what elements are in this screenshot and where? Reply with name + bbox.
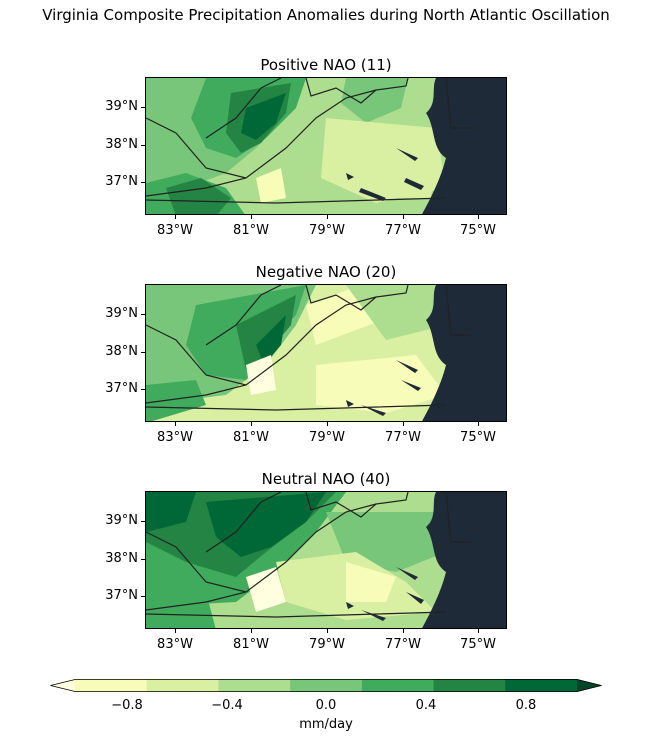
colorbar-tick-label: 0.4 <box>415 698 437 713</box>
panel-title-negative: Negative NAO (20) <box>255 263 397 281</box>
panel-title-positive: Positive NAO (11) <box>260 56 392 74</box>
map-positive-nao <box>145 77 507 215</box>
lat-label: 38°N <box>105 137 138 152</box>
lon-label: 77°W <box>385 637 421 652</box>
colorbar-label: mm/day <box>299 717 353 732</box>
colorbar-tick-label: −0.8 <box>111 698 143 713</box>
colorbar-extend-low <box>50 679 75 692</box>
map-negative-nao <box>145 284 507 422</box>
lon-label: 75°W <box>460 637 496 652</box>
colorbar-segment <box>290 679 363 692</box>
lon-label: 83°W <box>157 223 193 238</box>
lat-label: 38°N <box>105 344 138 359</box>
colorbar-segment <box>361 679 435 692</box>
colorbar <box>50 679 602 692</box>
lat-label: 38°N <box>105 551 138 566</box>
lon-label: 81°W <box>233 430 269 445</box>
colorbar-segment <box>505 679 578 692</box>
lat-label: 37°N <box>105 174 138 189</box>
panel-title-neutral: Neutral NAO (40) <box>261 470 391 488</box>
lon-label: 81°W <box>233 223 269 238</box>
lat-label: 39°N <box>105 513 138 528</box>
lat-label: 39°N <box>105 306 138 321</box>
lon-label: 75°W <box>460 430 496 445</box>
lon-label: 77°W <box>385 223 421 238</box>
colorbar-segment <box>75 679 148 692</box>
lon-label: 83°W <box>157 637 193 652</box>
lon-label: 77°W <box>385 430 421 445</box>
lat-label: 37°N <box>105 588 138 603</box>
lon-label: 79°W <box>309 430 345 445</box>
lon-label: 75°W <box>460 223 496 238</box>
lon-label: 79°W <box>309 637 345 652</box>
lon-label: 81°W <box>233 637 269 652</box>
figure-title: Virginia Composite Precipitation Anomali… <box>42 6 610 24</box>
colorbar-extend-high <box>577 679 602 692</box>
colorbar-tick-label: −0.4 <box>211 698 243 713</box>
colorbar-outline <box>50 679 602 692</box>
colorbar-tick-label: 0.0 <box>315 698 337 713</box>
lat-label: 39°N <box>105 99 138 114</box>
colorbar-tick-label: 0.8 <box>515 698 537 713</box>
lon-label: 83°W <box>157 430 193 445</box>
map-neutral-nao <box>145 491 507 629</box>
lon-label: 79°W <box>309 223 345 238</box>
colorbar-segment <box>218 679 291 692</box>
colorbar-segment <box>146 679 219 692</box>
lat-label: 37°N <box>105 381 138 396</box>
colorbar-segment <box>433 679 506 692</box>
